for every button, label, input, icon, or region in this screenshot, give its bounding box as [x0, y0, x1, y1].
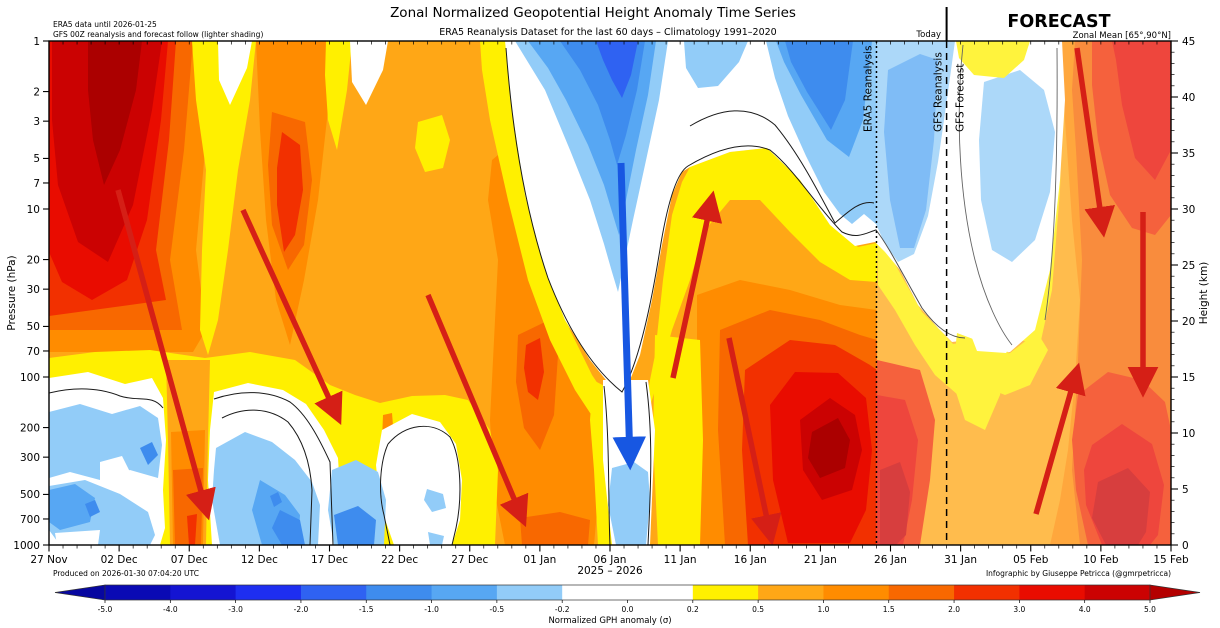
- svg-text:1000: 1000: [13, 540, 40, 552]
- svg-text:-2.0: -2.0: [294, 605, 309, 614]
- svg-text:300: 300: [20, 452, 40, 464]
- credit-note: Infographic by Giuseppe Petricca (@gmrpe…: [986, 569, 1171, 578]
- svg-text:20: 20: [27, 254, 40, 266]
- svg-text:06 Jan: 06 Jan: [594, 554, 627, 566]
- marker-line-labels: ERA5 Reanalysis GFS Reanalysis GFS Forecas…: [862, 45, 966, 132]
- forecast-lighter-shading: [876, 41, 1171, 545]
- zonal-mean-label: Zonal Mean [65°,90°N]: [1073, 31, 1171, 41]
- svg-text:10: 10: [27, 204, 40, 216]
- axis-ticks: [43, 40, 1178, 552]
- svg-text:17 Dec: 17 Dec: [311, 554, 348, 566]
- svg-text:11 Jan: 11 Jan: [664, 554, 697, 566]
- svg-text:-5.0: -5.0: [98, 605, 113, 614]
- colorbar: [54, 584, 1201, 603]
- svg-text:ERA5 Reanalysis: ERA5 Reanalysis: [862, 45, 874, 132]
- trend-arrows: [115, 47, 1159, 546]
- x-axis-labels: 27 Nov 02 Dec 07 Dec 12 Dec 17 Dec 22 Dec 27 D…: [30, 554, 1189, 566]
- svg-text:GFS Reanalysis: GFS Reanalysis: [933, 52, 945, 132]
- svg-text:10 Feb: 10 Feb: [1083, 554, 1119, 566]
- svg-text:35: 35: [1182, 148, 1195, 160]
- today-label: Today: [915, 30, 941, 40]
- svg-text:15: 15: [1182, 372, 1195, 384]
- svg-text:100: 100: [20, 372, 40, 384]
- subtitle: ERA5 Reanalysis Dataset for the last 60 …: [439, 27, 776, 38]
- svg-text:0.2: 0.2: [687, 605, 699, 614]
- svg-text:-3.0: -3.0: [228, 605, 243, 614]
- svg-text:30: 30: [27, 284, 40, 296]
- svg-text:07 Dec: 07 Dec: [171, 554, 208, 566]
- gfs-note: GFS 00Z reanalysis and forecast follow (…: [53, 30, 263, 39]
- svg-text:-0.5: -0.5: [490, 605, 505, 614]
- era5-note: ERA5 data until 2026-01-25: [53, 20, 157, 29]
- svg-text:-1.5: -1.5: [359, 605, 374, 614]
- svg-text:700: 700: [20, 514, 40, 526]
- svg-text:10: 10: [1182, 428, 1195, 440]
- produced-note: Produced on 2026-01-30 07:04:20 UTC: [53, 569, 199, 578]
- svg-text:0: 0: [1182, 540, 1189, 552]
- svg-text:5.0: 5.0: [1144, 605, 1156, 614]
- svg-text:70: 70: [27, 346, 40, 358]
- svg-text:4.0: 4.0: [1079, 605, 1091, 614]
- svg-text:-1.0: -1.0: [424, 605, 439, 614]
- pressure-axis-labels: 1 2 3 5 7 10 20 30 50 70 100 200 300 500 700 1000: [13, 36, 40, 552]
- svg-text:31 Jan: 31 Jan: [944, 554, 977, 566]
- svg-text:0.0: 0.0: [622, 605, 634, 614]
- svg-text:0.5: 0.5: [752, 605, 764, 614]
- svg-text:27 Dec: 27 Dec: [451, 554, 488, 566]
- pressure-axis-title: Pressure (hPa): [6, 255, 18, 330]
- contour-field: [49, 41, 1171, 545]
- svg-text:26 Jan: 26 Jan: [874, 554, 907, 566]
- season-label: 2025 – 2026: [577, 565, 643, 577]
- svg-text:50: 50: [27, 321, 40, 333]
- svg-text:2.0: 2.0: [948, 605, 960, 614]
- svg-text:GFS Forecast: GFS Forecast: [955, 64, 967, 132]
- svg-text:30: 30: [1182, 204, 1195, 216]
- svg-text:15 Feb: 15 Feb: [1153, 554, 1189, 566]
- svg-text:-4.0: -4.0: [163, 605, 178, 614]
- forecast-label: FORECAST: [1007, 12, 1110, 32]
- colorbar-title: Normalized GPH anomaly (σ): [548, 616, 671, 626]
- svg-text:3.0: 3.0: [1013, 605, 1025, 614]
- svg-text:2: 2: [33, 86, 40, 98]
- svg-text:7: 7: [33, 178, 40, 190]
- svg-text:5: 5: [33, 153, 40, 165]
- svg-text:5: 5: [1182, 484, 1189, 496]
- svg-text:40: 40: [1182, 92, 1195, 104]
- height-axis-title: Height (km): [1198, 262, 1210, 325]
- page-title: Zonal Normalized Geopotential Height Ano…: [390, 5, 796, 21]
- svg-text:200: 200: [20, 422, 40, 434]
- svg-text:1: 1: [33, 36, 40, 48]
- colorbar-labels: -5.0 -4.0 -3.0 -2.0 -1.5 -1.0 -0.5 -0.2 0.0 0.2 0.…: [98, 605, 1157, 614]
- svg-text:22 Dec: 22 Dec: [381, 554, 418, 566]
- svg-text:-0.2: -0.2: [555, 605, 570, 614]
- marker-lines: [875, 7, 948, 545]
- svg-text:05 Feb: 05 Feb: [1013, 554, 1049, 566]
- svg-text:500: 500: [20, 489, 40, 501]
- svg-text:01 Jan: 01 Jan: [523, 554, 556, 566]
- svg-text:16 Jan: 16 Jan: [734, 554, 767, 566]
- svg-text:21 Jan: 21 Jan: [804, 554, 837, 566]
- svg-text:27 Nov: 27 Nov: [30, 554, 67, 566]
- svg-text:02 Dec: 02 Dec: [101, 554, 138, 566]
- svg-text:45: 45: [1182, 36, 1195, 48]
- svg-text:1.5: 1.5: [883, 605, 895, 614]
- svg-text:12 Dec: 12 Dec: [241, 554, 278, 566]
- svg-text:25: 25: [1182, 260, 1195, 272]
- svg-text:20: 20: [1182, 316, 1195, 328]
- svg-text:1.0: 1.0: [817, 605, 829, 614]
- svg-text:3: 3: [33, 116, 40, 128]
- height-axis-labels: 0 5 10 15 20 25 30 35 40 45: [1182, 36, 1195, 552]
